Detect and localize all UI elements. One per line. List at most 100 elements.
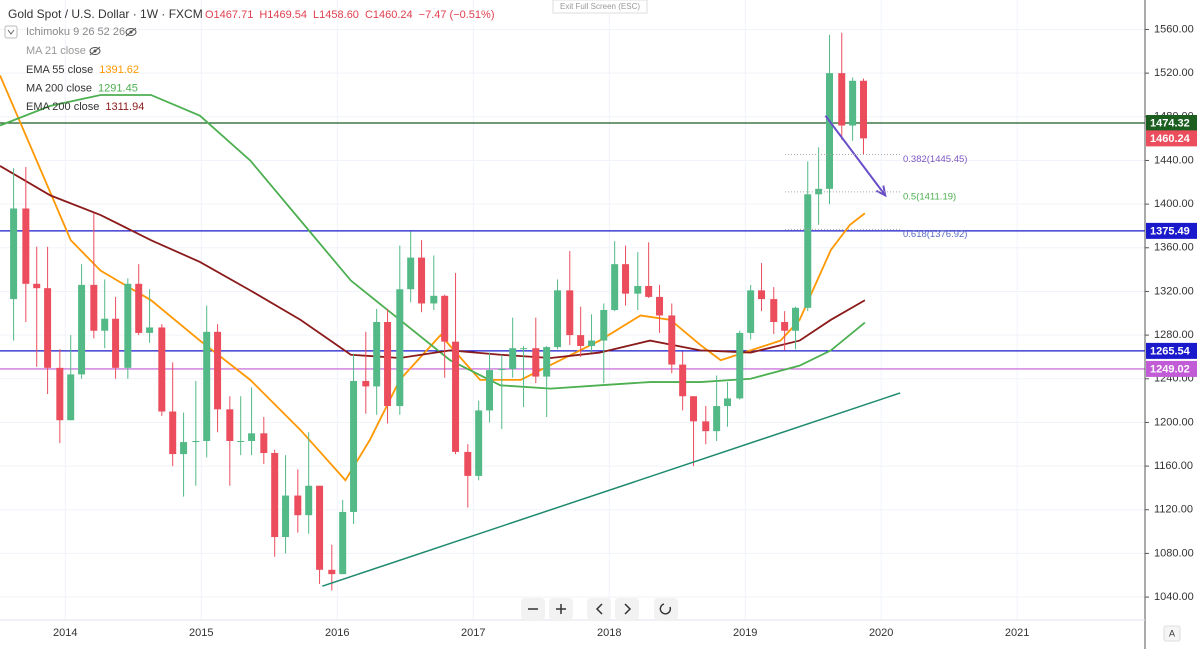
candle-body	[758, 290, 766, 300]
exit-fullscreen[interactable]	[552, 0, 648, 14]
ohlc-header: O1467.71 H1469.54 L1458.60 C1460.24 −7.47 (−…	[205, 9, 495, 21]
candle-body	[577, 335, 585, 347]
price-label-box	[1146, 342, 1197, 359]
zoom-in-icon	[556, 604, 566, 614]
candle-body	[78, 284, 86, 375]
y-tick-label: 1560.00	[1154, 23, 1194, 35]
candle-body	[248, 433, 256, 441]
candle-body	[350, 380, 358, 512]
toolbar	[521, 598, 678, 620]
candle-body	[294, 495, 302, 516]
x-tick-label: 2015	[189, 627, 213, 639]
scroll-left-button[interactable]	[587, 598, 611, 620]
legend-name: EMA 55 close	[26, 64, 93, 76]
candle-body	[486, 370, 494, 411]
ohlc-close: C1460.24	[365, 9, 413, 21]
candle-body	[282, 495, 290, 538]
candle-body	[44, 288, 52, 368]
candle-body	[770, 299, 778, 323]
candle-body	[362, 380, 370, 387]
candle-body	[622, 264, 630, 294]
ohlc-change: −7.47 (−0.51%)	[419, 9, 495, 21]
candle-body	[509, 348, 517, 369]
chart-title: Gold Spot / U.S. Dollar · 1W · FXCM	[8, 7, 203, 21]
candle-body	[384, 322, 392, 407]
candle-body	[10, 208, 18, 300]
x-tick-label: 2018	[597, 627, 621, 639]
legend-value: 1391.62	[99, 64, 139, 76]
candle-body	[271, 452, 279, 538]
candle-body	[634, 285, 642, 294]
legend: EMA 55 close 1391.62 MA 200 close 1291.45 EM…	[26, 64, 144, 113]
candle-body	[588, 340, 596, 347]
collapse-button[interactable]	[4, 25, 18, 39]
candle-body	[781, 322, 789, 331]
candle-body	[328, 569, 336, 575]
candle-body	[373, 322, 381, 387]
candle-body	[101, 318, 109, 331]
candle-body	[600, 310, 608, 341]
candle-body	[566, 290, 574, 336]
y-tick-label: 1320.00	[1154, 285, 1194, 297]
scroll-right-button[interactable]	[615, 598, 639, 620]
candle-body	[441, 295, 449, 342]
candle-body	[237, 440, 245, 442]
reset-icon	[659, 603, 672, 615]
collapse-icon	[7, 29, 15, 35]
x-tick-label: 2016	[325, 627, 349, 639]
candle-body	[135, 283, 143, 333]
candle-body	[124, 283, 132, 368]
ohlc-low: L1458.60	[313, 9, 359, 21]
legend-value: 1311.94	[105, 101, 144, 113]
eye-off-icon[interactable]	[125, 27, 137, 37]
candle-body	[668, 315, 676, 365]
candle-body	[747, 290, 755, 333]
auto-scale-button[interactable]	[1163, 625, 1181, 642]
legend-entry: EMA 55 close 1391.62	[26, 64, 139, 76]
candle-body	[203, 331, 211, 441]
candle-body	[645, 285, 653, 297]
y-tick-label: 1400.00	[1154, 198, 1194, 210]
candle-body	[498, 368, 506, 371]
price-label: 1249.02	[1150, 363, 1190, 375]
candle-body	[169, 411, 177, 455]
candle-body	[543, 347, 551, 377]
x-tick-label: 2014	[53, 627, 77, 639]
candle-body	[192, 440, 200, 443]
candle-body	[724, 398, 732, 407]
eye-off-icon[interactable]	[89, 46, 101, 56]
candle-body	[475, 410, 483, 476]
x-tick-label: 2020	[869, 627, 893, 639]
legend-name: MA 200 close	[26, 82, 92, 94]
candle-body	[407, 257, 415, 290]
scroll-left-icon	[595, 603, 603, 615]
candle-body	[396, 289, 404, 407]
candle-body	[520, 348, 528, 350]
legend-entry: MA 200 close 1291.45	[26, 82, 138, 94]
hidden-indicator: MA 21 close	[26, 45, 86, 57]
reset-button[interactable]	[654, 598, 678, 620]
ohlc-high: H1469.54	[259, 9, 307, 21]
y-tick-label: 1360.00	[1154, 242, 1194, 254]
candle-body	[736, 332, 744, 399]
candle-body	[339, 511, 347, 575]
fib-label: 0.5(1411.19)	[903, 191, 956, 202]
plot: 0.382(1445.45) 0.5(1411.19) 0.618(1376.92)	[0, 32, 1145, 591]
candle-body	[713, 406, 721, 432]
price-label: 1474.32	[1150, 117, 1190, 129]
y-tick-label: 1520.00	[1154, 67, 1194, 79]
candle-body	[67, 374, 75, 421]
auto-scale-label: A	[1169, 628, 1175, 638]
ohlc-open: O1467.71	[205, 9, 253, 21]
price-label: 1265.54	[1150, 345, 1191, 357]
arrow-line	[824, 115, 887, 196]
candle-body	[826, 73, 834, 189]
legend-name: EMA 200 close	[26, 101, 99, 113]
candle-body	[112, 318, 120, 368]
candle-body	[226, 409, 234, 441]
trend-line	[322, 392, 901, 587]
indicator-line	[0, 165, 866, 359]
candle-body	[305, 485, 313, 516]
y-tick-label: 1120.00	[1154, 504, 1193, 516]
